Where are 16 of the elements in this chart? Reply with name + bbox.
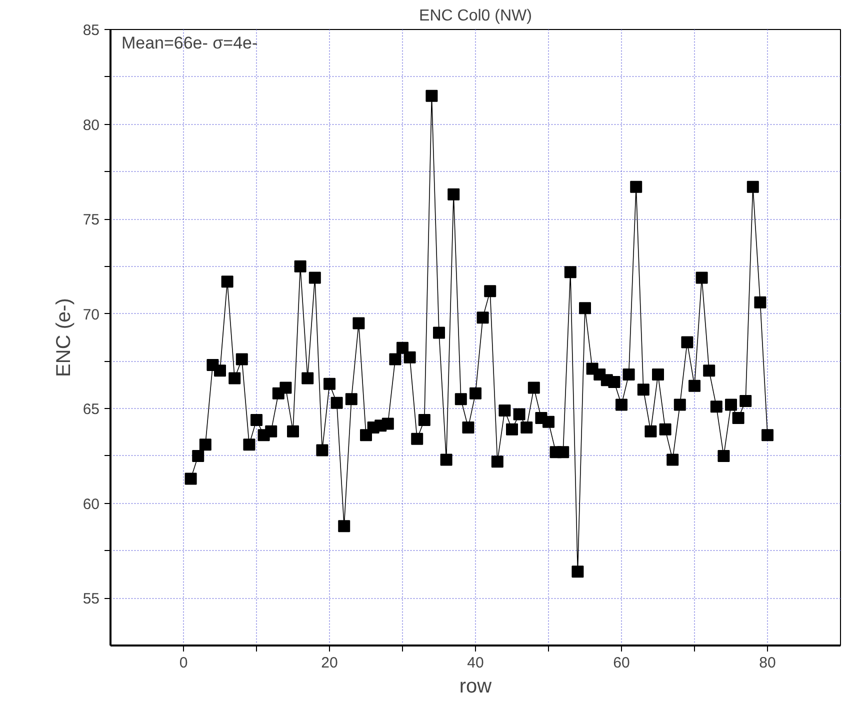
y-tick-label: 65	[82, 401, 100, 418]
y-tick-label: 85	[82, 22, 100, 39]
y-tick-label: 55	[82, 590, 100, 608]
x-tick-label: 20	[321, 654, 338, 672]
x-tick-label: 60	[613, 654, 630, 672]
y-axis-title: ENC (e-)	[52, 298, 75, 377]
x-tick-label: 0	[179, 654, 188, 672]
x-axis-title: row	[459, 676, 492, 698]
y-tick-label: 70	[82, 306, 100, 324]
y-tick-label: 60	[82, 496, 100, 513]
x-tick-label: 80	[759, 654, 776, 672]
x-tick-label: 40	[467, 654, 484, 672]
chart-title: ENC Col0 (NW)	[419, 8, 532, 24]
y-tick-label: 80	[82, 116, 100, 134]
annotation: Mean=66e- σ=4e-	[121, 33, 258, 52]
y-tick-label: 75	[82, 212, 100, 229]
